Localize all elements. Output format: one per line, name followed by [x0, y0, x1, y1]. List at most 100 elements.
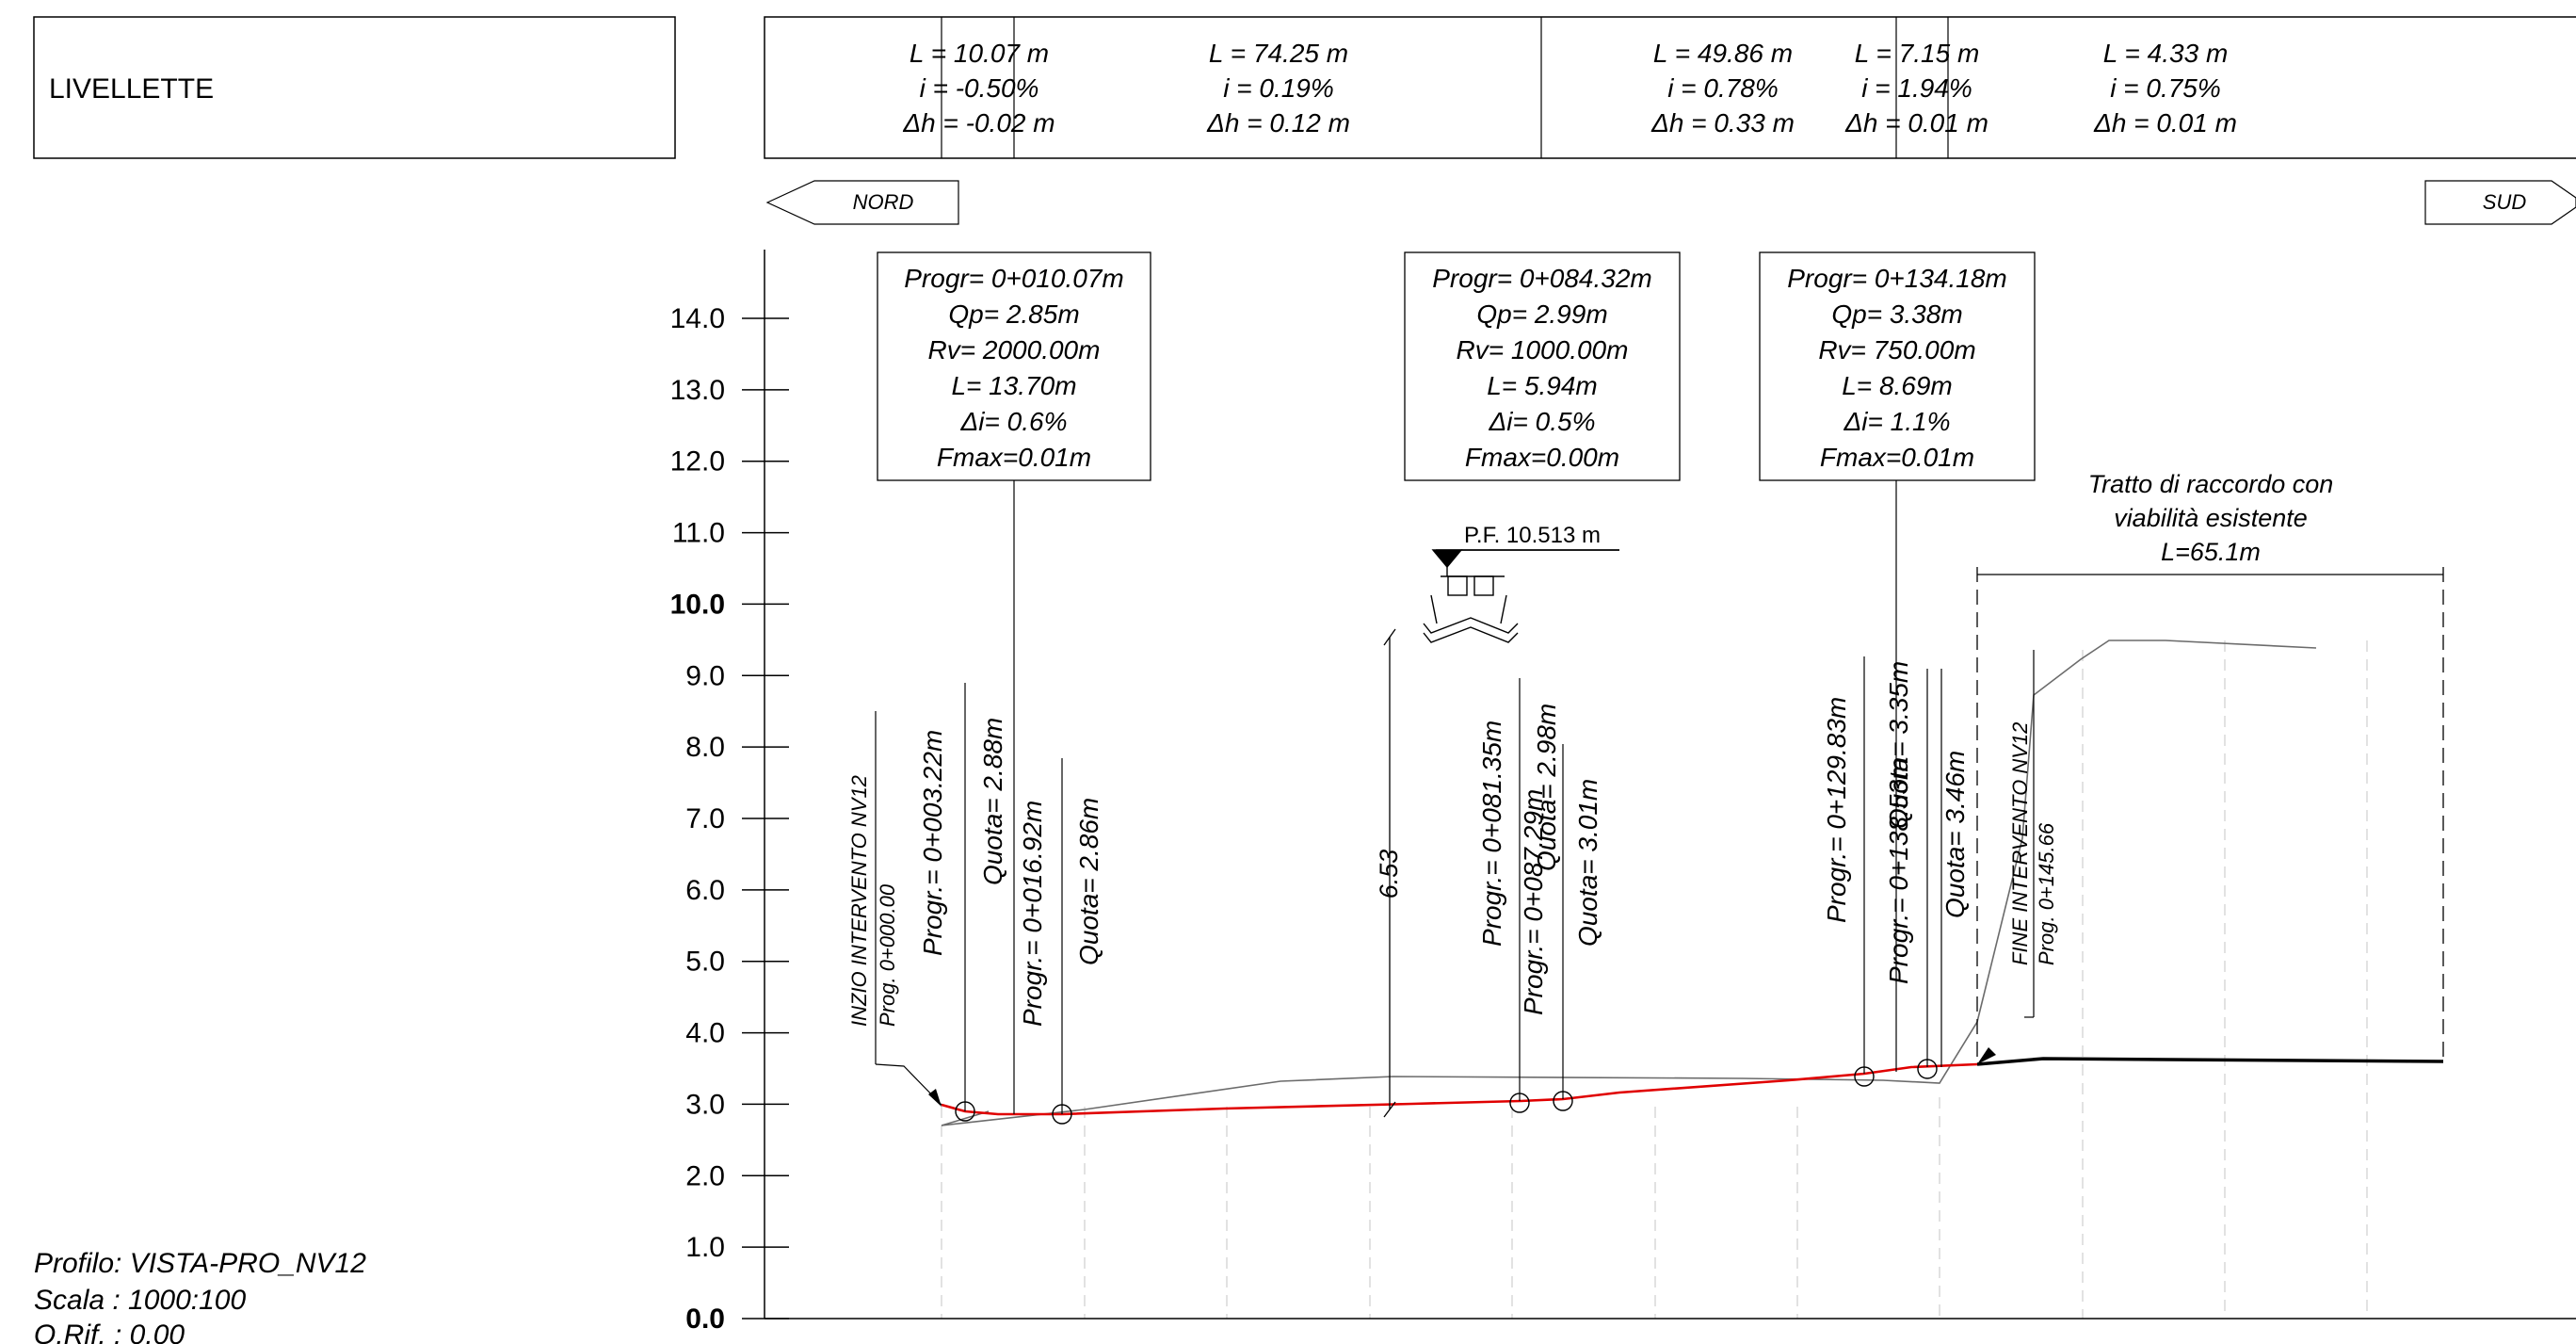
overpass-symbol [1423, 549, 1619, 643]
axis-tick-label: 5.0 [685, 947, 725, 978]
curve-1-line-6: Fmax=0.01m [937, 443, 1091, 472]
axis-tick-label: 3.0 [685, 1089, 725, 1120]
vertical-curve-2: Progr= 0+084.32m Qp= 2.99m Rv= 1000.00m … [1404, 251, 1681, 481]
pf-label: P.F. 10.513 m [1464, 523, 1601, 548]
segment-4-dh: Δh = 0.01 m [1844, 108, 1988, 138]
curve-3-line-2: Qp= 3.38m [1831, 300, 1962, 329]
vertical-curve-3: Progr= 0+134.18m Qp= 3.38m Rv= 750.00m L… [1759, 251, 2036, 1072]
segment-2-length: L = 74.25 m [1209, 39, 1348, 68]
connection-note-line-3: L=65.1m [2161, 538, 2261, 566]
point-label: Quota= 2.86m [1074, 798, 1103, 965]
segment-2-dh: Δh = 0.12 m [1206, 108, 1350, 138]
axis-tick-label: 6.0 [685, 875, 725, 906]
segment-5-slope: i = 0.75% [2110, 73, 2221, 103]
segment-1-dh: Δh = -0.02 m [902, 108, 1055, 138]
start-label-title: INZIO INTERVENTO NV12 [847, 775, 871, 1027]
axis-tick-label: 0.0 [685, 1304, 725, 1335]
curve-3-line-6: Fmax=0.01m [1820, 443, 1974, 472]
end-label-prog: Prog. 0+145.66 [2035, 822, 2058, 965]
axis-tick-label: 10.0 [670, 589, 725, 620]
curve-2-line-6: Fmax=0.00m [1465, 443, 1619, 472]
curve-3-line-3: Rv= 750.00m [1818, 335, 1975, 364]
end-label-title: FINE INTERVENTO NV12 [2008, 722, 2032, 965]
point-marker [955, 1101, 975, 1122]
end-intervention: FINE INTERVENTO NV12 Prog. 0+145.66 [2008, 650, 2058, 1018]
segment-3-length: L = 49.86 m [1653, 39, 1793, 68]
curve-3-line-1: Progr= 0+134.18m [1787, 264, 2007, 293]
curve-1-line-1: Progr= 0+010.07m [904, 264, 1124, 293]
curve-1-line-2: Qp= 2.85m [948, 300, 1079, 329]
south-arrow: SUD [2424, 180, 2576, 225]
connection-note-line-1: Tratto di raccordo con [2088, 470, 2334, 498]
south-label: SUD [2483, 190, 2527, 214]
curve-2-line-5: Δi= 0.5% [1489, 407, 1596, 436]
curve-1-line-3: Rv= 2000.00m [928, 335, 1101, 364]
start-arrow-icon [928, 1089, 942, 1107]
profile-name: Profilo: VISTA-PRO_NV12 [34, 1248, 366, 1279]
point-label: Progr.= 0+081.35m [1477, 721, 1506, 947]
livellette-table [764, 16, 2576, 159]
curve-3-line-5: Δi= 1.1% [1843, 407, 1951, 436]
curve-3-line-4: L= 8.69m [1842, 371, 1953, 400]
start-label-prog: Prog. 0+000.00 [876, 883, 899, 1027]
reference-quote: Q.Rif. : 0.00 [34, 1320, 185, 1344]
point-label: Quota= 3.46m [1940, 751, 1970, 918]
point-label: Progr.= 0+087.29m [1519, 789, 1548, 1015]
point-leaders [964, 656, 1942, 1114]
curve-1-line-5: Δi= 0.6% [960, 407, 1068, 436]
point-label: Progr.= 0+129.83m [1822, 697, 1851, 923]
axis-tick-label: 14.0 [670, 303, 725, 334]
axis-tick-label: 4.0 [685, 1018, 725, 1049]
axis-tick-label: 11.0 [672, 518, 725, 549]
curve-2-line-2: Qp= 2.99m [1476, 300, 1607, 329]
elevation-axis: 14.0 13.0 12.0 11.0 10.0 9.0 8.0 7.0 6.0 5.0 4.0 3.… [670, 250, 2576, 1335]
axis-tick-label: 1.0 [685, 1232, 725, 1263]
axis-tick-label: 8.0 [685, 732, 725, 763]
end-arrow-icon [1977, 1047, 1996, 1064]
connection-note-line-2: viabilità esistente [2114, 504, 2308, 532]
pf-marker-icon [1431, 549, 1463, 569]
livellette-title: LIVELLETTE [49, 73, 214, 105]
axis-tick-label: 2.0 [685, 1160, 725, 1191]
point-marker [1917, 1059, 1938, 1079]
point-label: Quota= 2.98m [1532, 704, 1561, 871]
segment-1-length: L = 10.07 m [910, 39, 1049, 68]
segment-5-dh: Δh = 0.01 m [2093, 108, 2237, 138]
ground-profile [941, 640, 2317, 1126]
point-label: Progr.= 0+003.22m [918, 730, 947, 956]
point-label: Quota= 3.35m [1884, 661, 1913, 829]
connection-tract-bracket [1976, 567, 2444, 1064]
segment-1-slope: i = -0.50% [920, 73, 1039, 103]
curve-1-line-4: L= 13.70m [951, 371, 1076, 400]
point-marker [1553, 1091, 1573, 1111]
curve-2-line-3: Rv= 1000.00m [1457, 335, 1629, 364]
clearance-value: 6.53 [1375, 850, 1403, 899]
segment-4-slope: i = 1.94% [1861, 73, 1972, 103]
north-arrow: NORD [765, 180, 959, 225]
axis-tick-label: 9.0 [685, 660, 725, 691]
clearance-dimension [1383, 628, 1396, 1118]
segment-2-slope: i = 0.19% [1223, 73, 1334, 103]
point-marker [1854, 1066, 1875, 1087]
curve-2-line-1: Progr= 0+084.32m [1432, 264, 1652, 293]
segment-3-slope: i = 0.78% [1667, 73, 1779, 103]
point-labels: Progr.= 0+003.22m Quota= 2.88m Progr.= 0… [918, 661, 1970, 1027]
point-label: Quota= 3.01m [1573, 779, 1602, 947]
segment-5-length: L = 4.33 m [2103, 39, 2229, 68]
curve-2-line-4: L= 5.94m [1487, 371, 1598, 400]
start-intervention: INZIO INTERVENTO NV12 Prog. 0+000.00 [847, 711, 942, 1107]
livellette-title-box [33, 16, 676, 159]
point-label: Quota= 2.88m [978, 718, 1007, 885]
design-profile [941, 1062, 1978, 1116]
point-marker [1509, 1093, 1530, 1113]
profile-points [955, 1059, 1938, 1125]
existing-road-profile [1976, 1057, 2444, 1066]
scale-label: Scala : 1000:100 [34, 1285, 246, 1316]
station-grid [941, 640, 2368, 1319]
point-marker [1052, 1104, 1072, 1125]
point-label: Progr.= 0+016.92m [1018, 801, 1047, 1027]
segment-4-length: L = 7.15 m [1855, 39, 1980, 68]
vertical-curve-1: Progr= 0+010.07m Qp= 2.85m Rv= 2000.00m … [877, 251, 1151, 1114]
axis-tick-label: 7.0 [685, 803, 725, 834]
